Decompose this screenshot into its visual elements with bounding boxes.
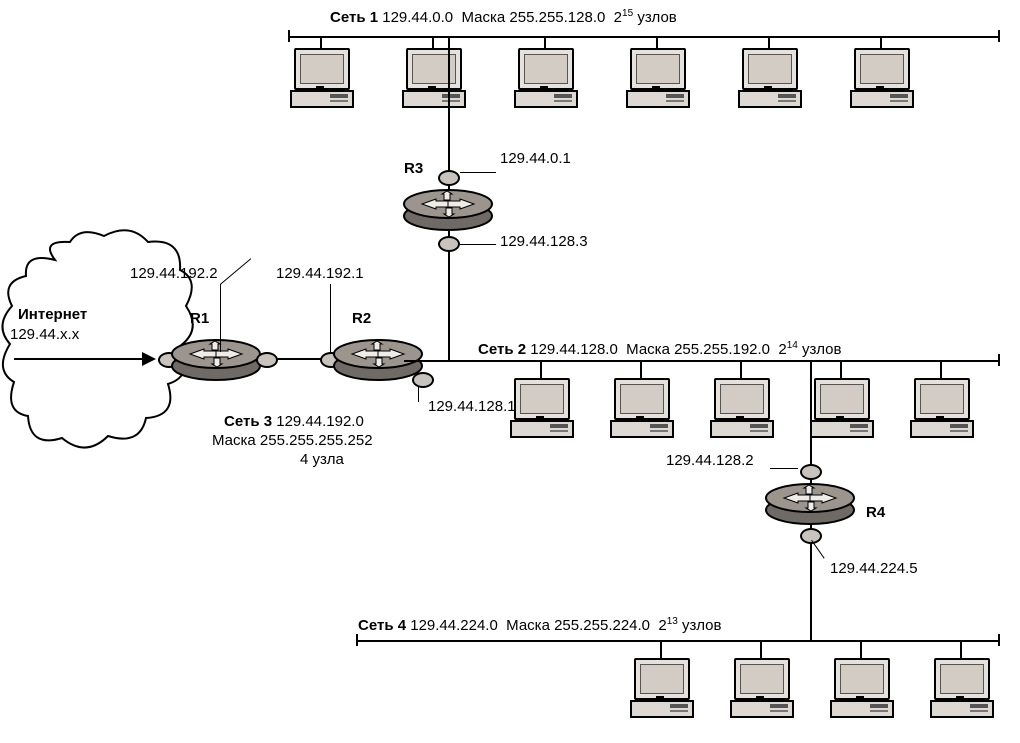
net2-cap-right [998,354,1000,366]
r3-label: R3 [404,160,423,177]
host-icon [728,658,792,722]
net4-cap-right [998,634,1000,646]
host-icon [508,378,572,442]
host-icon [624,48,688,112]
leader [330,284,331,352]
host-icon [848,48,912,112]
net4-drop [660,640,662,658]
net4-drop [960,640,962,658]
net4-drop [760,640,762,658]
net4-bus [356,640,1000,642]
net4-drop [860,640,862,658]
net2-drop [640,360,642,378]
internet-prefix: 129.44.x.x [10,326,79,343]
link-r1-r2 [276,358,326,360]
host-icon [628,658,692,722]
r2-ip-right: 129.44.128.1 [428,398,516,415]
r2-port-right [412,372,434,388]
host-icon [828,658,892,722]
host-icon [736,48,800,112]
leader [460,244,496,245]
host-icon [808,378,872,442]
net1-bus [288,36,1000,38]
net3-line3: 4 узла [300,451,344,468]
r4-ip-bottom: 129.44.224.5 [830,560,918,577]
host-icon [512,48,576,112]
r1-port-right [256,352,278,368]
net2-drop [840,360,842,378]
leader [220,284,221,352]
r2-ip-left: 129.44.192.1 [276,265,364,282]
router-r2 [332,336,424,382]
host-icon [288,48,352,112]
internet-title: Интернет [18,306,87,323]
router-r3 [402,186,494,232]
r1-label: R1 [190,310,209,327]
leader [811,540,824,559]
host-icon [928,658,992,722]
leader [770,468,798,469]
host-icon [708,378,772,442]
host-icon [608,378,672,442]
r3-ip-bottom: 129.44.128.3 [500,233,588,250]
net3-line1: Сеть 3 129.44.192.0 [224,413,364,430]
net2-drop [740,360,742,378]
diagram-stage: { "internet": { "title": "Интернет", "pr… [0,0,1020,743]
net1-cap-right [998,30,1000,42]
net4-title: Сеть 4 129.44.224.0 Маска 255.255.224.0 … [358,616,721,634]
net2-bus [404,360,1000,362]
r4-ip-top: 129.44.128.2 [666,452,754,469]
router-r4 [764,480,856,526]
r4-port-top [800,464,822,480]
r3-port-bottom [438,236,460,252]
arrowhead-icon [142,352,156,366]
net2-drop [940,360,942,378]
net3-line2: Маска 255.255.255.252 [212,432,373,449]
net1-title: Сеть 1 129.44.0.0 Маска 255.255.128.0 21… [330,8,677,26]
net2-drop [540,360,542,378]
r3-port-top [438,170,460,186]
leader [220,258,251,284]
net4-cap-left [356,634,358,646]
host-icon [400,48,464,112]
net2-title: Сеть 2 129.44.128.0 Маска 255.255.192.0 … [478,340,841,358]
r3-ip-top: 129.44.0.1 [500,150,571,167]
router-r1 [170,336,262,382]
r1-ip-right: 129.44.192.2 [130,265,218,282]
net1-cap-left [288,30,290,42]
leader [418,386,419,402]
r4-label: R4 [866,504,885,521]
host-icon [908,378,972,442]
r2-label: R2 [352,310,371,327]
leader [460,172,496,173]
internet-arrow [14,358,144,360]
